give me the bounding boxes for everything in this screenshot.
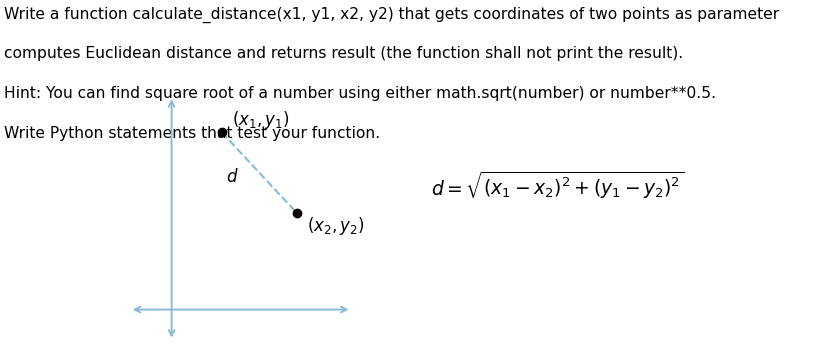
Text: Write Python statements that test your function.: Write Python statements that test your f…: [4, 126, 380, 141]
Text: $(x_2, y_2)$: $(x_2, y_2)$: [307, 215, 364, 237]
Text: $(x_1, y_1)$: $(x_1, y_1)$: [232, 109, 289, 131]
Text: Hint: You can find square root of a number using either math.sqrt(number) or num: Hint: You can find square root of a numb…: [4, 86, 716, 101]
Text: $d = \sqrt{(x_1 - x_2)^2 + (y_1 - y_2)^2}$: $d = \sqrt{(x_1 - x_2)^2 + (y_1 - y_2)^2…: [431, 170, 683, 201]
Text: Write a function calculate_distance(x1, y1, x2, y2) that gets coordinates of two: Write a function calculate_distance(x1, …: [4, 7, 778, 23]
Text: $d$: $d$: [226, 168, 238, 186]
Text: computes Euclidean distance and returns result (the function shall not print the: computes Euclidean distance and returns …: [4, 46, 682, 62]
